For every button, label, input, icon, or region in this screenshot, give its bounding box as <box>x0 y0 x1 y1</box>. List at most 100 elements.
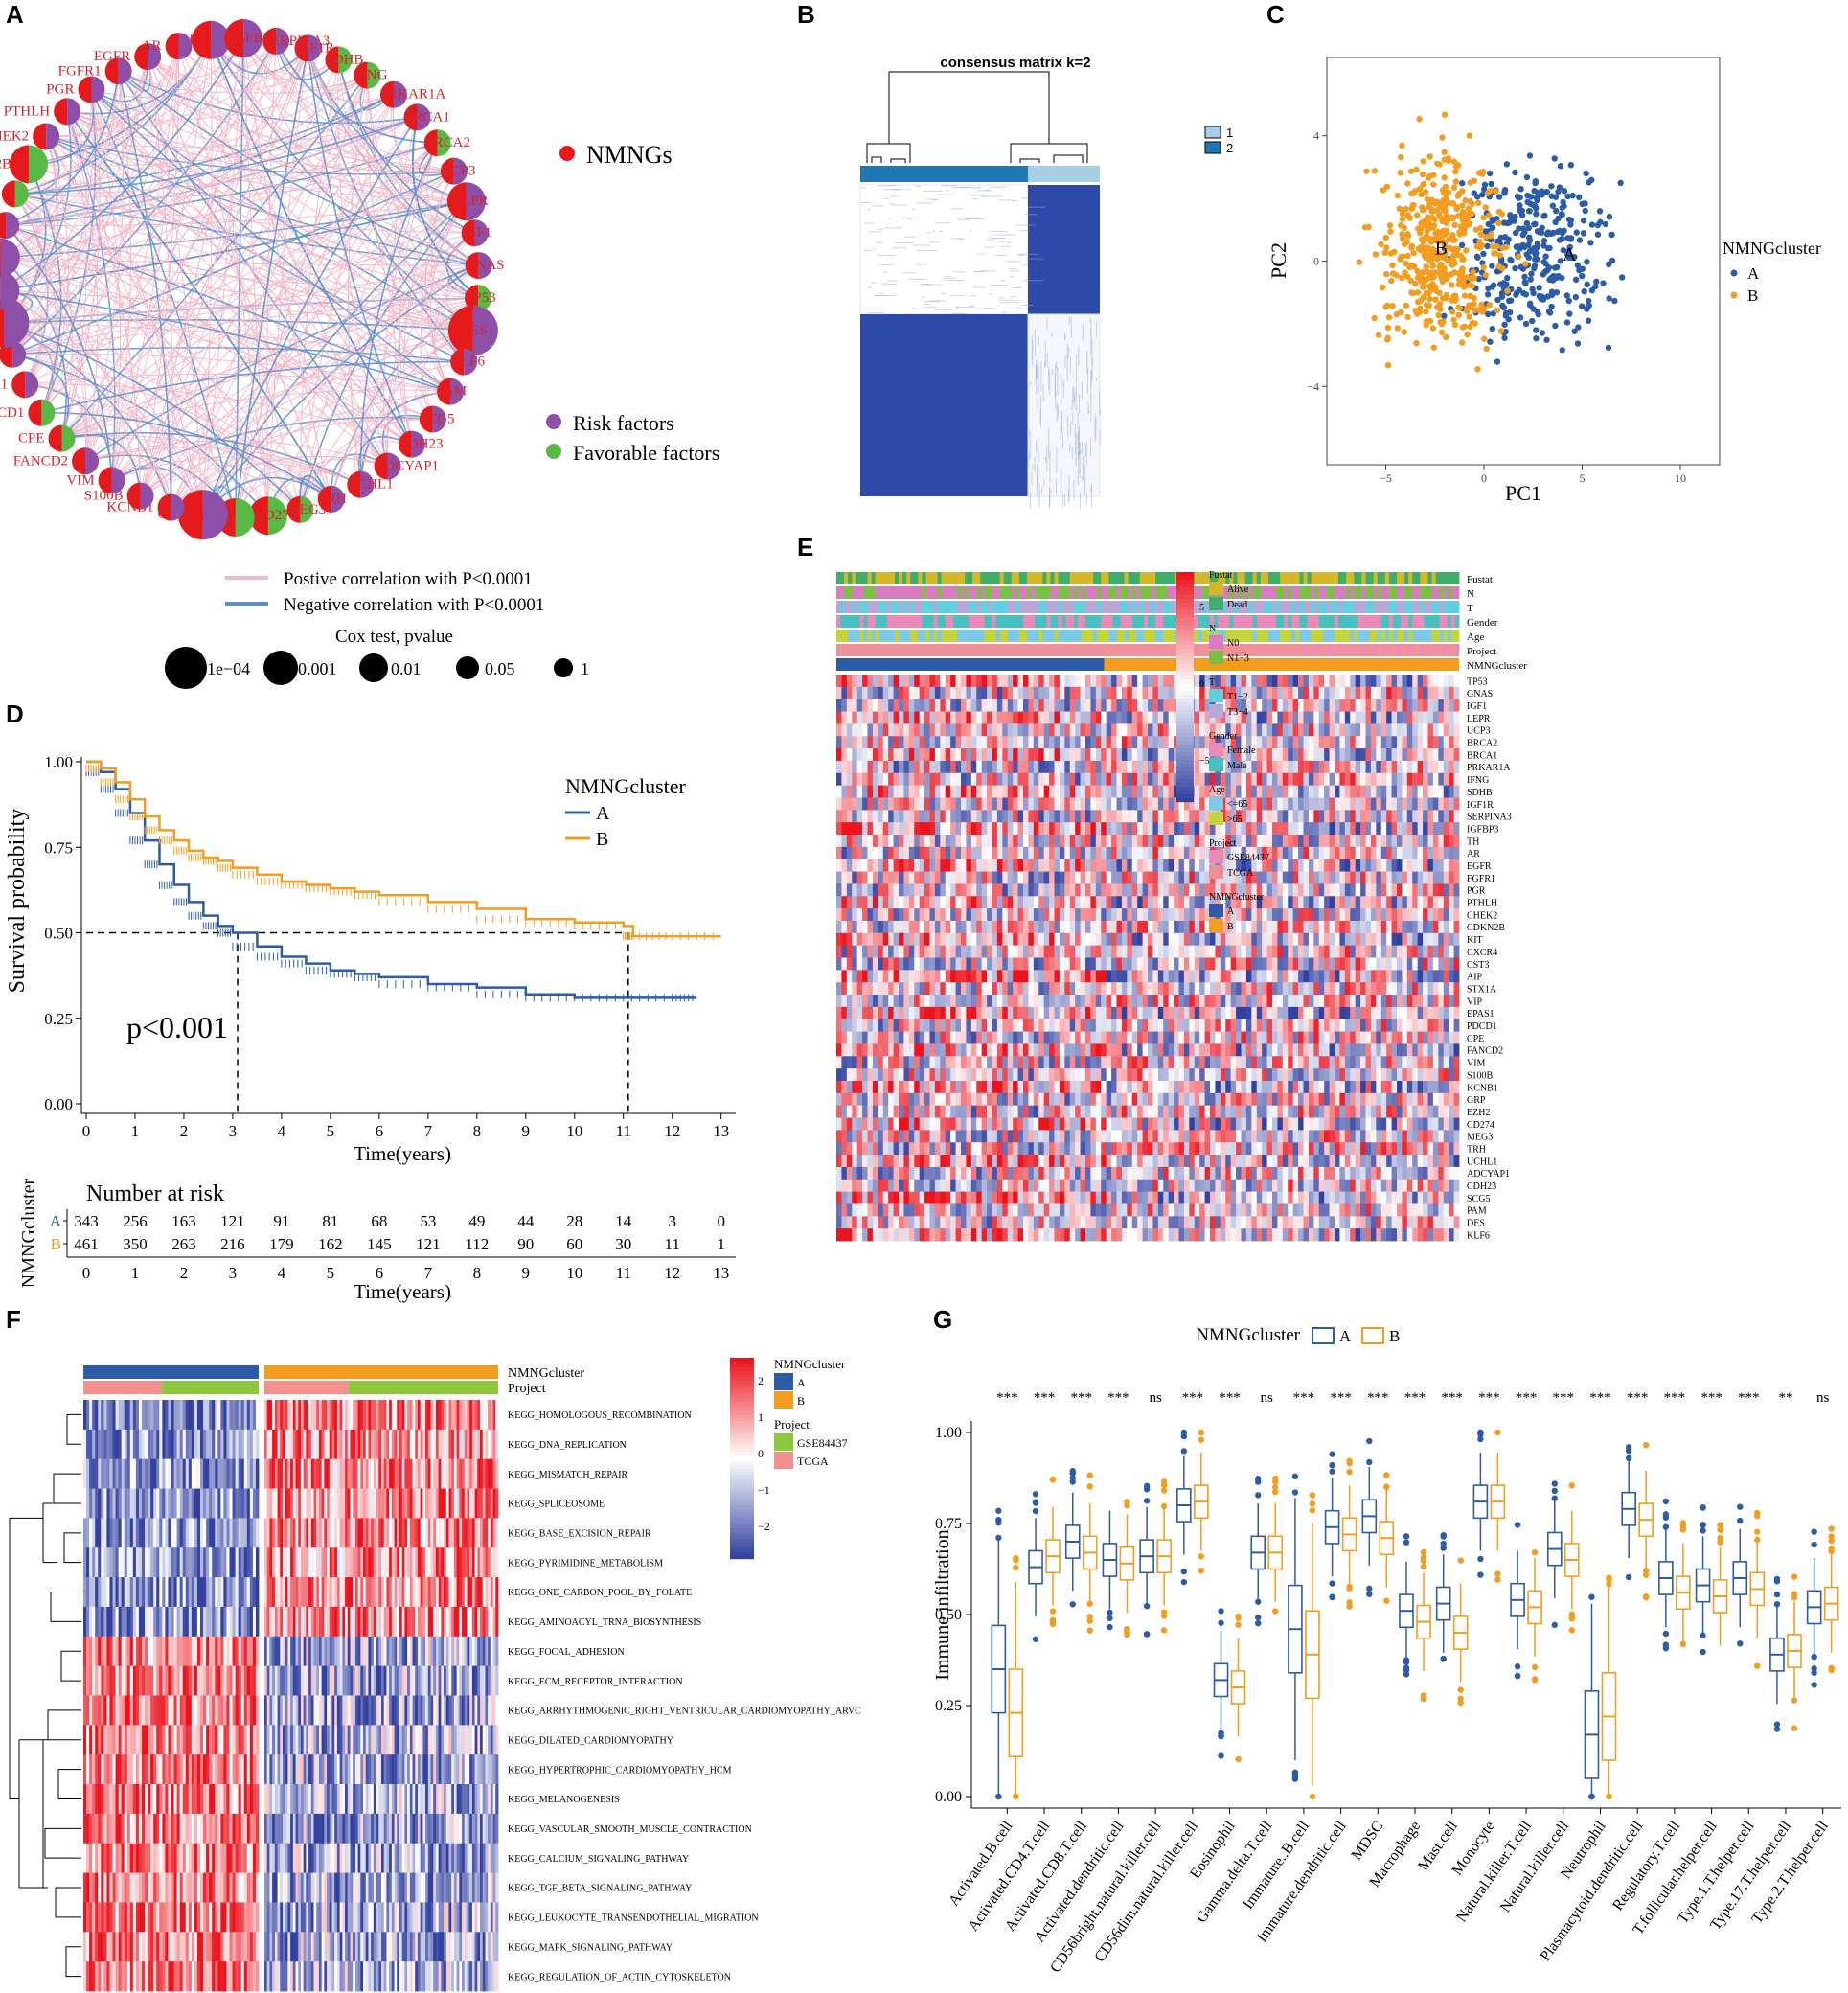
consensus-noise-line <box>1079 492 1081 508</box>
gene-heat-cell <box>1225 846 1232 860</box>
consensus-noise-line <box>1076 432 1078 449</box>
gene-heat-cell <box>1365 760 1372 774</box>
node-nmng-half <box>465 285 479 312</box>
annotation-cell <box>1035 630 1039 642</box>
gene-heat-cell <box>1131 723 1138 737</box>
node-label-fancd2: FANCD2 <box>13 453 68 469</box>
gene-heat-cell <box>1406 699 1413 712</box>
gene-heat-cell <box>1360 675 1366 688</box>
gene-heat-cell <box>1007 736 1014 749</box>
pca-point-a <box>1579 272 1586 280</box>
gene-heat-cell <box>996 736 1003 749</box>
risk-xtick-label: 1 <box>131 1264 140 1282</box>
gene-heat-cell <box>1329 810 1335 823</box>
gene-heat-cell <box>1432 797 1439 811</box>
consensus-noise-line <box>1082 381 1084 400</box>
pca-point-b <box>1408 244 1415 251</box>
gene-heat-cell <box>1111 785 1117 798</box>
consensus-noise-line <box>1061 410 1063 430</box>
gene-heat-cell <box>1028 859 1035 872</box>
gene-heat-cell <box>846 785 853 798</box>
gene-heat-cell <box>1406 772 1413 787</box>
gene-heat-cell <box>1298 822 1304 836</box>
gene-heat-cell <box>862 871 868 884</box>
gene-heat-cell <box>1449 760 1454 774</box>
annotation-cell <box>1194 586 1199 599</box>
gene-heat-cell <box>878 772 884 787</box>
gene-heat-cell <box>1183 835 1190 848</box>
gene-heat-cell <box>882 835 889 848</box>
pca-point-a <box>1504 274 1511 282</box>
annotation-cell <box>856 586 860 599</box>
pca-point-a <box>1494 296 1501 304</box>
gene-heat-cell <box>1350 699 1357 712</box>
network-edge <box>242 37 454 172</box>
consensus-noise-line <box>1063 383 1065 399</box>
consensus-noise-line <box>997 199 1013 201</box>
gene-heat-cell <box>1344 699 1351 712</box>
annotation-cell <box>1201 572 1207 584</box>
gene-heat-cell <box>1432 723 1439 737</box>
annotation-cell <box>910 644 915 656</box>
consensus-noise-line <box>992 231 1009 233</box>
pca-point-b <box>1465 205 1472 213</box>
pca-point-a <box>1526 237 1534 244</box>
gene-heat-cell <box>924 699 930 712</box>
gene-heat-cell <box>1360 835 1366 848</box>
consensus-noise-line <box>991 284 1008 286</box>
gene-heat-cell <box>934 797 941 811</box>
gene-heat-cell <box>1329 675 1335 688</box>
annotation-cell <box>1256 572 1262 584</box>
annotation-cell <box>1152 586 1156 599</box>
gene-heat-cell <box>1335 859 1340 872</box>
annotation-cell <box>1093 601 1098 613</box>
gene-heat-cell <box>1427 675 1434 688</box>
risk-legend-dot <box>546 414 561 429</box>
annotation-cell <box>1163 630 1168 642</box>
consensus-noise-line <box>888 218 892 220</box>
consensus-noise-line <box>1044 456 1046 461</box>
gene-heat-cell <box>919 859 925 872</box>
gene-heat-cell <box>1443 748 1449 762</box>
gene-heat-cell <box>1397 797 1403 811</box>
annotation-cell <box>1248 644 1254 656</box>
annotation-cell <box>1380 644 1386 656</box>
node-factor-half <box>0 238 20 277</box>
pca-point-a <box>1518 207 1526 214</box>
node-factor-half <box>367 61 381 89</box>
gene-heat-cell <box>987 686 992 700</box>
gene-heat-cell <box>1318 797 1325 811</box>
gene-heat-cell <box>908 797 915 811</box>
annotation-cell <box>937 572 943 584</box>
annotation-cell <box>992 615 996 628</box>
annotation-cell <box>1401 586 1405 599</box>
gene-heat-cell <box>903 711 910 724</box>
gene-heat-cell <box>1303 810 1310 823</box>
consensus-noise-line <box>1042 384 1044 401</box>
gene-heat-cell <box>996 846 1003 860</box>
annotation-cell <box>1241 630 1245 642</box>
network-edge <box>0 37 244 291</box>
gene-heat-cell <box>893 686 900 700</box>
annotation-cell <box>1061 586 1067 599</box>
gene-heat-cell <box>1417 748 1424 762</box>
annotation-cell <box>1042 586 1047 599</box>
annotation-cell <box>1194 630 1199 642</box>
gene-heat-cell <box>1163 760 1170 774</box>
gene-heat-cell <box>1085 846 1091 860</box>
consensus-noise-line <box>926 232 932 234</box>
consensus-noise-line <box>957 218 970 220</box>
pca-point-a <box>1573 229 1580 236</box>
annotation-cell <box>1373 601 1379 613</box>
annotation-cell <box>856 644 860 656</box>
consensus-noise-line <box>1032 339 1034 367</box>
network-edge <box>0 289 204 515</box>
gene-heat-cell <box>1174 785 1179 798</box>
gene-heat-cell <box>1386 846 1392 860</box>
annotation-cell <box>1280 630 1285 642</box>
gene-heat-cell <box>1251 699 1258 712</box>
gene-heat-cell <box>1199 723 1205 737</box>
annotation-cell <box>1435 601 1441 613</box>
annotation-cell <box>984 586 989 599</box>
gene-heat-cell <box>1370 846 1377 860</box>
